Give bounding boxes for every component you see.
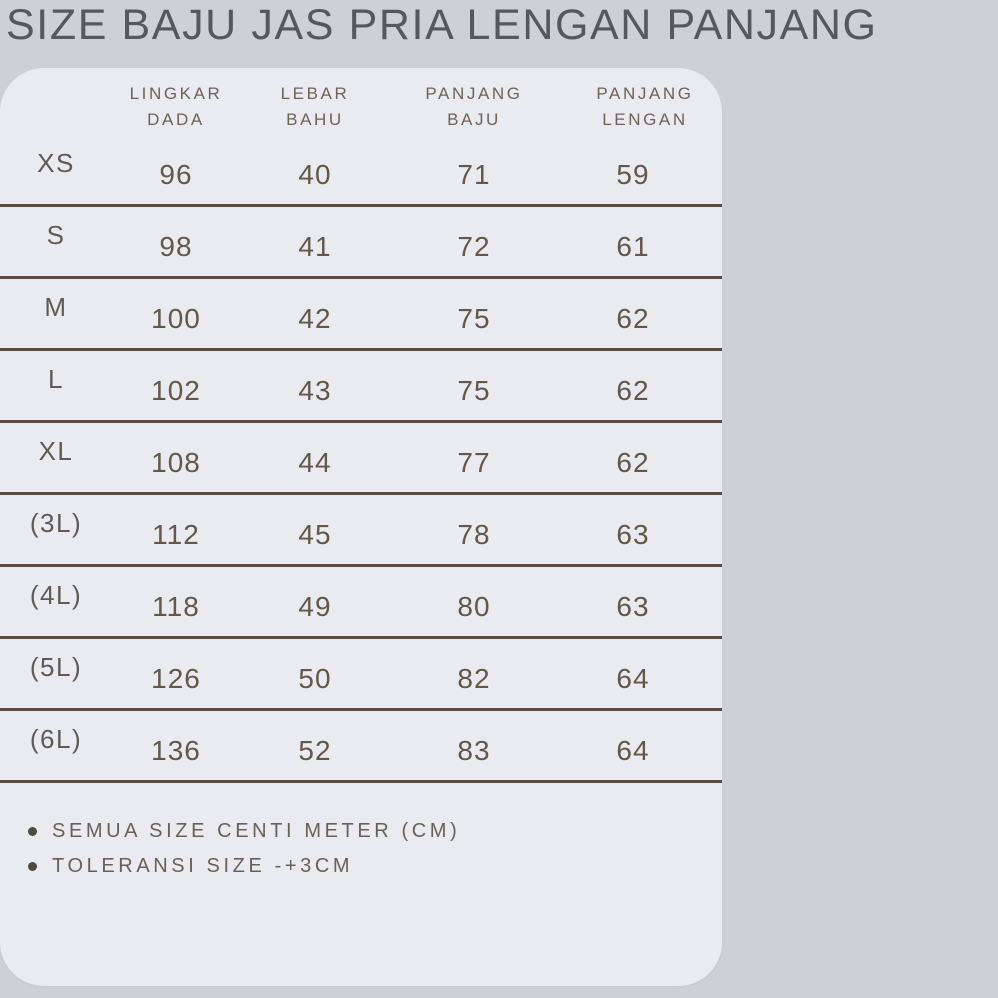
table-row: XL 108 44 77 62 bbox=[0, 423, 722, 495]
cell-value: 96 bbox=[159, 159, 193, 190]
cell-value: 98 bbox=[159, 231, 193, 262]
cell-value: 61 bbox=[616, 231, 650, 262]
page-title: SIZE BAJU JAS PRIA LENGAN PANJANG bbox=[6, 1, 878, 49]
table-body: XS 96 40 71 59 S 98 41 72 61 M 100 42 75 62 L 102 43 75 62 X… bbox=[0, 135, 722, 783]
column-header: LEBAR BAHU bbox=[280, 84, 350, 130]
size-label: (3L) bbox=[29, 508, 83, 538]
cell-value: 40 bbox=[298, 159, 332, 190]
cell-value: 78 bbox=[457, 519, 491, 550]
cell-value: 62 bbox=[616, 375, 650, 406]
cell-value: 77 bbox=[457, 447, 491, 478]
cell-value: 62 bbox=[616, 447, 650, 478]
cell-value: 126 bbox=[151, 663, 201, 694]
cell-value: 83 bbox=[457, 735, 491, 766]
cell-value: 82 bbox=[457, 663, 491, 694]
table-row: (3L) 112 45 78 63 bbox=[0, 495, 722, 567]
size-label: S bbox=[46, 220, 66, 250]
cell-value: 41 bbox=[298, 231, 332, 262]
cell-value: 102 bbox=[151, 375, 201, 406]
size-label: M bbox=[44, 292, 68, 322]
cell-value: 50 bbox=[298, 663, 332, 694]
size-chart-panel: LINGKAR DADA LEBAR BAHU PANJANG BAJU PANJANG LE… bbox=[0, 68, 722, 986]
size-label: (5L) bbox=[29, 652, 83, 682]
cell-value: 75 bbox=[457, 375, 491, 406]
cell-value: 63 bbox=[616, 591, 650, 622]
cell-value: 52 bbox=[298, 735, 332, 766]
size-label: L bbox=[48, 364, 64, 394]
table-row: M 100 42 75 62 bbox=[0, 279, 722, 351]
size-label: (4L) bbox=[29, 580, 83, 610]
cell-value: 100 bbox=[151, 303, 201, 334]
note-text: TOLERANSI SIZE -+3CM bbox=[52, 855, 354, 877]
note-text: SEMUA SIZE CENTI METER (CM) bbox=[52, 820, 461, 842]
cell-value: 71 bbox=[457, 159, 491, 190]
column-header: LINGKAR DADA bbox=[129, 84, 223, 130]
note-item: TOLERANSI SIZE -+3CM bbox=[28, 855, 460, 878]
cell-value: 72 bbox=[457, 231, 491, 262]
table-row: (5L) 126 50 82 64 bbox=[0, 639, 722, 711]
cell-value: 64 bbox=[616, 735, 650, 766]
cell-value: 49 bbox=[298, 591, 332, 622]
note-item: SEMUA SIZE CENTI METER (CM) bbox=[28, 820, 460, 843]
bullet-icon bbox=[28, 827, 37, 836]
table-row: (6L) 136 52 83 64 bbox=[0, 711, 722, 783]
size-label: XL bbox=[38, 436, 74, 466]
table-row: S 98 41 72 61 bbox=[0, 207, 722, 279]
header-spacer bbox=[0, 81, 112, 135]
cell-value: 43 bbox=[298, 375, 332, 406]
column-header: PANJANG LENGAN bbox=[596, 84, 694, 130]
table-header-row: LINGKAR DADA LEBAR BAHU PANJANG BAJU PANJANG LE… bbox=[0, 68, 722, 135]
size-label: XS bbox=[37, 148, 75, 178]
cell-value: 44 bbox=[298, 447, 332, 478]
cell-value: 75 bbox=[457, 303, 491, 334]
bullet-icon bbox=[28, 862, 37, 871]
cell-value: 62 bbox=[616, 303, 650, 334]
size-label: (6L) bbox=[29, 724, 83, 754]
cell-value: 64 bbox=[616, 663, 650, 694]
cell-value: 63 bbox=[616, 519, 650, 550]
cell-value: 45 bbox=[298, 519, 332, 550]
column-header: PANJANG BAJU bbox=[425, 84, 523, 130]
cell-value: 59 bbox=[616, 159, 650, 190]
table-row: (4L) 118 49 80 63 bbox=[0, 567, 722, 639]
notes: SEMUA SIZE CENTI METER (CM) TOLERANSI SIZ… bbox=[28, 820, 460, 878]
cell-value: 80 bbox=[457, 591, 491, 622]
cell-value: 136 bbox=[151, 735, 201, 766]
cell-value: 118 bbox=[152, 591, 200, 622]
cell-value: 42 bbox=[298, 303, 332, 334]
cell-value: 108 bbox=[151, 447, 201, 478]
cell-value: 112 bbox=[152, 519, 200, 550]
table-row: L 102 43 75 62 bbox=[0, 351, 722, 423]
table-row: XS 96 40 71 59 bbox=[0, 135, 722, 207]
